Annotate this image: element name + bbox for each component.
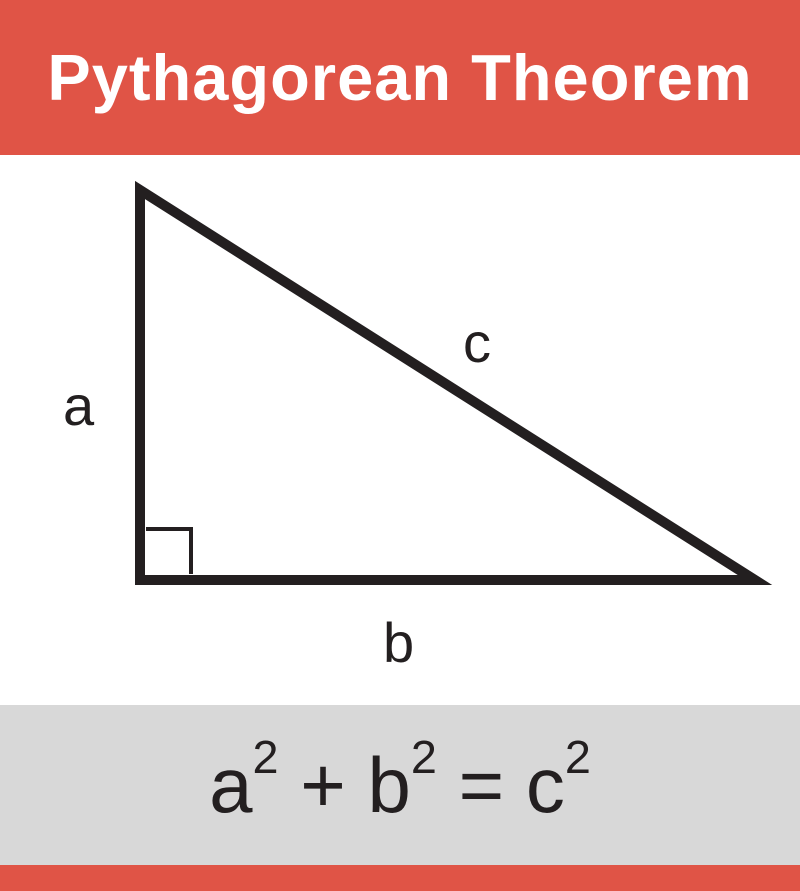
side-label-b: b	[383, 610, 414, 675]
exp-c: 2	[565, 731, 591, 783]
exp-b: 2	[411, 731, 437, 783]
side-label-a: a	[63, 373, 94, 438]
term-c: c	[526, 741, 565, 829]
right-angle-marker	[146, 529, 191, 574]
footer-strip	[0, 865, 800, 891]
op-eq: =	[437, 741, 526, 829]
term-a: a	[209, 741, 252, 829]
header-bar: Pythagorean Theorem	[0, 0, 800, 155]
formula-expression: a2 + b2 = c2	[209, 740, 591, 831]
right-triangle	[140, 190, 755, 580]
triangle-diagram: a b c	[0, 155, 800, 705]
exp-a: 2	[253, 731, 279, 783]
op-plus: +	[279, 741, 368, 829]
formula-bar: a2 + b2 = c2	[0, 705, 800, 865]
term-b: b	[367, 741, 410, 829]
side-label-c: c	[463, 310, 491, 375]
page-title: Pythagorean Theorem	[47, 40, 752, 115]
